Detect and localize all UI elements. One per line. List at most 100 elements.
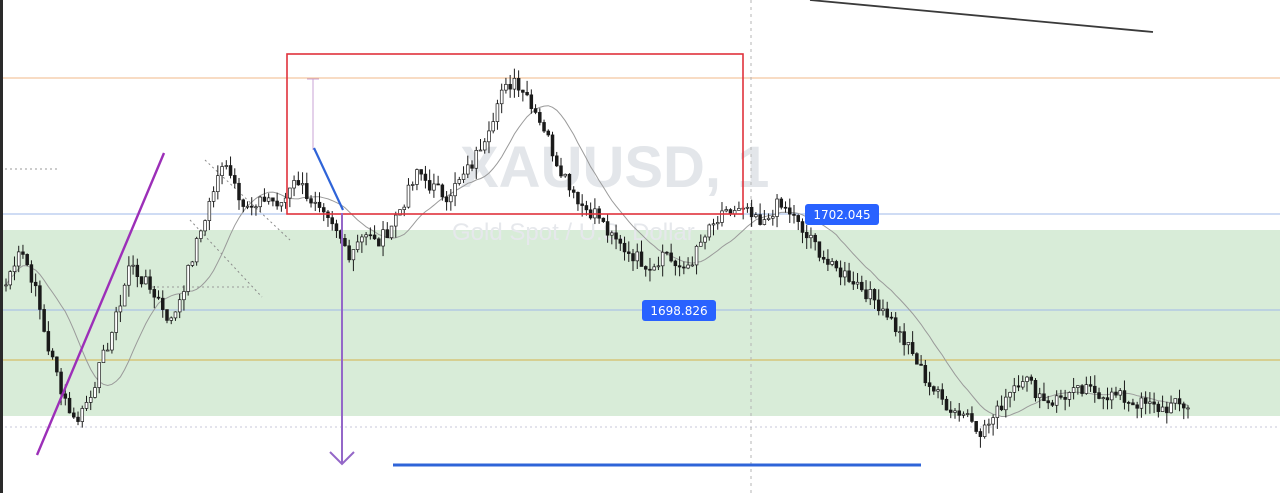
- candle-body: [749, 206, 754, 218]
- candle-body: [105, 349, 110, 352]
- candle-body: [186, 265, 190, 292]
- projection-arrow-head[interactable]: [329, 451, 355, 466]
- candle-body: [771, 216, 775, 219]
- candle-body: [402, 206, 406, 210]
- candle-body: [194, 238, 199, 263]
- candle-body: [614, 232, 618, 240]
- candle-body: [139, 276, 144, 285]
- candle-body: [131, 264, 135, 267]
- candle-body: [156, 296, 161, 299]
- candle-body: [868, 289, 873, 300]
- chart-left-edge: [0, 0, 3, 493]
- candle-body: [406, 184, 411, 208]
- candle-body: [673, 260, 678, 267]
- candle-body: [529, 94, 534, 109]
- candle-body: [1093, 385, 1097, 393]
- candle-body: [334, 223, 339, 232]
- candle-body: [944, 398, 949, 411]
- candle-body: [508, 83, 512, 90]
- candle-body: [978, 431, 983, 437]
- candle-body: [122, 284, 127, 307]
- candle-body: [330, 217, 334, 225]
- candle-body: [864, 289, 868, 300]
- candle-body: [199, 230, 203, 239]
- candle-body: [152, 289, 157, 298]
- candle-body: [906, 342, 911, 346]
- supply-box[interactable]: [286, 53, 744, 215]
- impulse-trend-line[interactable]: [35, 152, 166, 456]
- candle-body: [254, 206, 258, 209]
- candle-body: [241, 199, 245, 207]
- candle-body: [478, 149, 483, 152]
- candle-body: [838, 267, 843, 278]
- symbol-description-watermark: Gold Spot / U.S. Dollar: [452, 219, 695, 246]
- candle-body: [817, 241, 822, 258]
- candle-body: [1182, 403, 1186, 409]
- candle-body: [1122, 390, 1127, 403]
- candle-body: [80, 408, 85, 422]
- candle-body: [233, 175, 237, 184]
- candle-body: [813, 234, 817, 243]
- candle-body: [622, 242, 627, 253]
- candle-body: [12, 265, 17, 272]
- symbol-watermark: XAUUSD, 1: [460, 135, 769, 200]
- candle-body: [127, 265, 131, 286]
- candle-body: [711, 223, 716, 226]
- candle-body: [665, 251, 669, 254]
- candle-body: [385, 229, 390, 239]
- candle-body: [491, 121, 495, 132]
- candle-body: [788, 207, 792, 215]
- candle-body: [576, 192, 580, 205]
- candle-body: [559, 165, 563, 177]
- candle-body: [8, 271, 12, 286]
- candle-body: [135, 264, 140, 277]
- candle-body: [851, 281, 856, 285]
- candle-body: [1037, 393, 1042, 399]
- candle-body: [4, 284, 8, 287]
- candle-body: [889, 316, 894, 319]
- candle-body: [360, 236, 364, 243]
- candle-body: [953, 410, 957, 413]
- candle-body: [207, 201, 212, 221]
- candle-body: [347, 245, 351, 261]
- candle-body: [372, 234, 377, 240]
- candle-body: [682, 266, 686, 269]
- candle-body: [1101, 397, 1106, 400]
- candle-body: [999, 405, 1004, 411]
- candle-body: [715, 222, 720, 225]
- candle-body: [1012, 385, 1017, 393]
- price-badge-1698[interactable]: 1698.826: [642, 300, 716, 321]
- candle-body: [915, 353, 919, 365]
- candle-body: [364, 234, 368, 238]
- candle-body: [419, 169, 423, 175]
- candle-body: [1143, 397, 1148, 404]
- candle-body: [610, 232, 614, 236]
- candle-body: [1105, 397, 1110, 401]
- candle-body: [1080, 385, 1084, 394]
- candle-body: [76, 416, 80, 422]
- candle-body: [1139, 397, 1144, 409]
- candle-body: [63, 393, 68, 399]
- candle-body: [296, 180, 301, 186]
- candle-body: [118, 305, 123, 313]
- candle-body: [555, 155, 559, 167]
- candle-body: [249, 205, 254, 208]
- candle-body: [995, 405, 1000, 418]
- candle-body: [237, 182, 241, 201]
- long-term-trend-line[interactable]: [809, 0, 1154, 33]
- candle-body: [72, 412, 76, 418]
- candle-body: [33, 281, 38, 287]
- candle-body: [876, 299, 881, 312]
- candle-body: [182, 291, 186, 301]
- candle-body: [88, 397, 93, 403]
- retracement-line[interactable]: [313, 147, 344, 211]
- candle-body: [279, 202, 284, 207]
- candle-body: [495, 103, 500, 122]
- price-badge-1702[interactable]: 1702.045: [805, 204, 879, 225]
- candle-body: [775, 198, 779, 217]
- candle-body: [694, 245, 699, 266]
- candle-body: [317, 201, 322, 208]
- candle-body: [410, 184, 415, 186]
- candle-body: [266, 197, 271, 202]
